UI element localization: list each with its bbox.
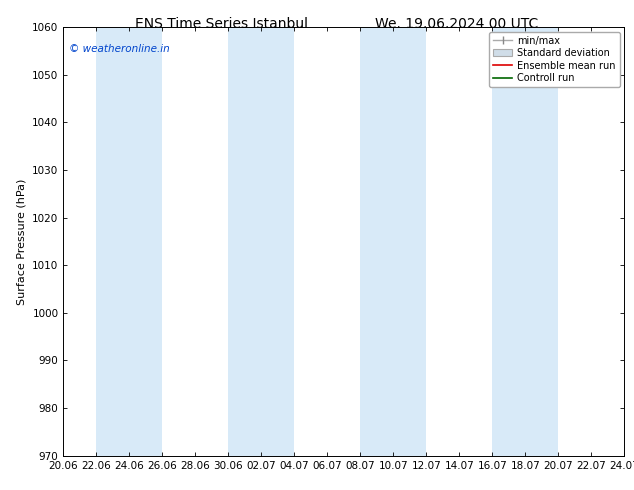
Text: © weatheronline.in: © weatheronline.in [69,44,170,54]
Bar [493,27,559,456]
Text: ENS Time Series Istanbul: ENS Time Series Istanbul [136,17,308,31]
Bar [361,27,427,456]
Text: We. 19.06.2024 00 UTC: We. 19.06.2024 00 UTC [375,17,538,31]
Y-axis label: Surface Pressure (hPa): Surface Pressure (hPa) [16,178,27,304]
Bar [228,27,294,456]
Legend: min/max, Standard deviation, Ensemble mean run, Controll run: min/max, Standard deviation, Ensemble me… [489,32,619,87]
Bar [96,27,162,456]
